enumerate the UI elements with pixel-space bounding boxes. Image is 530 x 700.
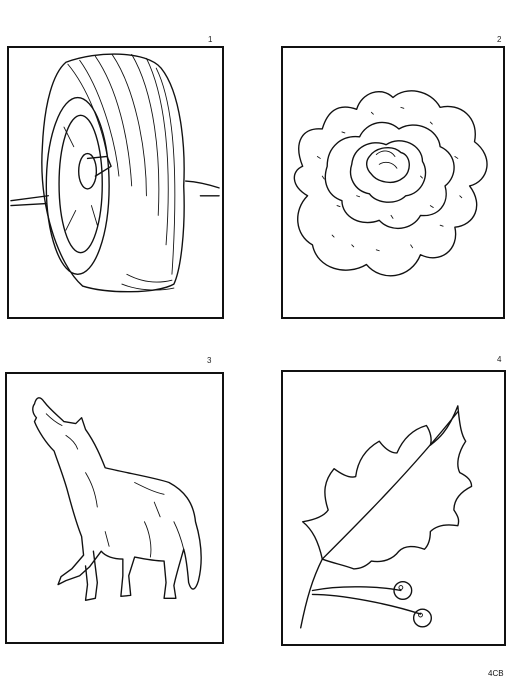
panel-number-3: 3 <box>207 356 212 365</box>
picture-panel-2 <box>281 46 505 319</box>
wolf-icon <box>32 397 202 601</box>
panel-number-4: 4 <box>497 355 502 364</box>
panel-number-1: 1 <box>208 35 213 44</box>
picture-panel-1 <box>7 46 224 319</box>
picture-panel-4 <box>281 370 506 646</box>
holly-leaf-icon <box>299 405 473 629</box>
panel-number-2: 2 <box>497 35 502 44</box>
rose-icon <box>293 90 488 277</box>
tire-icon <box>10 53 220 293</box>
picture-panel-3 <box>5 372 224 644</box>
footer-code: 4CB <box>488 669 504 678</box>
